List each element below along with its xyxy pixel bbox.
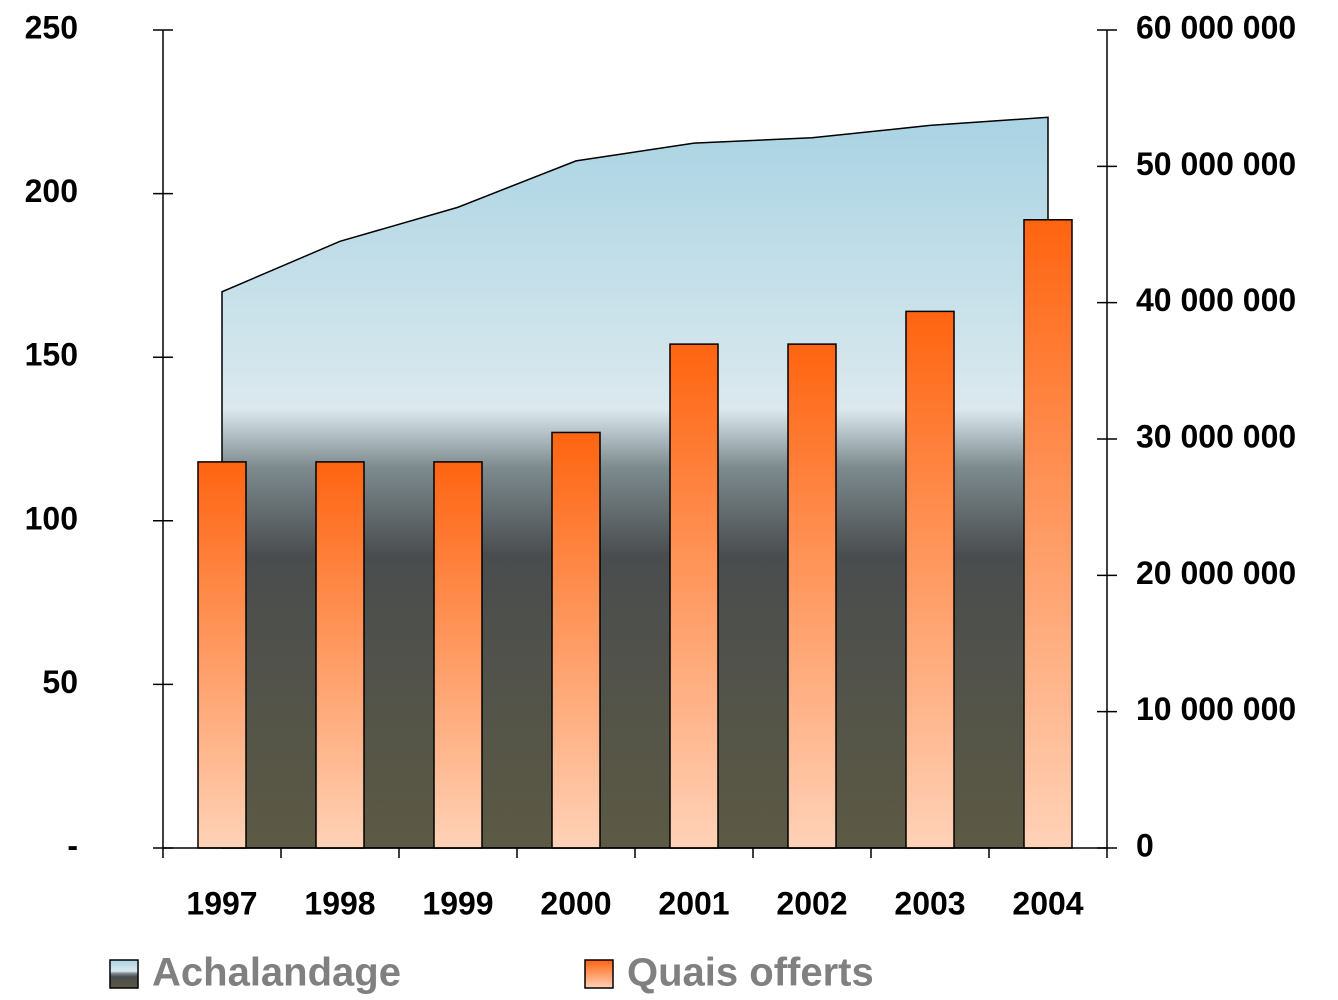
bar: [787, 343, 837, 849]
legend-swatch: [109, 959, 139, 989]
y-tick-label: 250: [25, 9, 78, 45]
y-tick-label: 150: [25, 337, 78, 373]
x-tick-label: 1999: [422, 885, 493, 921]
legend-label: Quais offerts: [627, 951, 874, 995]
y-tick-label: 200: [25, 173, 78, 209]
y2-tick-label: 10 000 000: [1136, 691, 1296, 727]
y2-tick-label: 40 000 000: [1136, 282, 1296, 318]
y2-tick-label: 30 000 000: [1136, 418, 1296, 454]
x-tick-label: 2004: [1012, 885, 1083, 921]
bar: [315, 461, 365, 849]
y2-tick-label: 60 000 000: [1136, 9, 1296, 45]
x-tick-label: 2000: [540, 885, 611, 921]
bar: [1023, 219, 1073, 849]
x-tick-label: 2003: [894, 885, 965, 921]
legend-label: Achalandage: [152, 951, 401, 995]
bar: [197, 461, 247, 849]
bar: [551, 431, 601, 849]
bar: [905, 310, 955, 849]
bar: [433, 461, 483, 849]
x-tick-label: 1997: [186, 885, 257, 921]
x-tick-label: 2001: [658, 885, 729, 921]
bar: [669, 343, 719, 849]
y-tick-label: 50: [42, 664, 78, 700]
y2-tick-label: 50 000 000: [1136, 146, 1296, 182]
y-tick-label: -: [67, 827, 78, 863]
y-tick-label: 100: [25, 500, 78, 536]
y2-tick-label: 20 000 000: [1136, 555, 1296, 591]
x-tick-label: 2002: [776, 885, 847, 921]
x-tick-label: 1998: [304, 885, 375, 921]
y2-tick-label: 0: [1136, 827, 1154, 863]
legend-swatch: [584, 959, 614, 989]
